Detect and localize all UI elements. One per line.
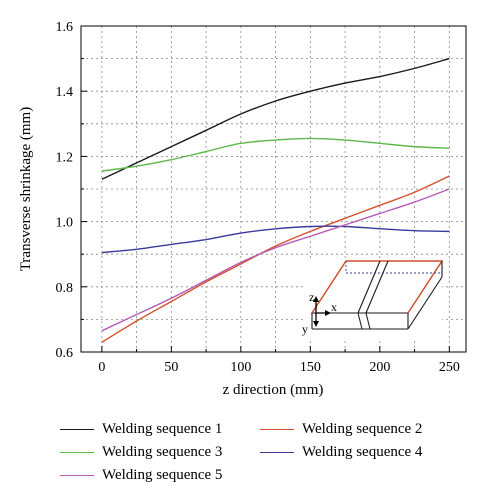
legend-swatch	[60, 451, 94, 453]
legend-swatch	[60, 474, 94, 476]
legend-swatch	[260, 451, 294, 453]
x-tick-label: 200	[369, 360, 390, 375]
inset-axis-label-z: z	[309, 290, 314, 304]
x-tick-label: 50	[164, 360, 178, 375]
legend-swatch	[260, 428, 294, 430]
y-tick-label: 1.0	[56, 216, 74, 231]
line-chart: 0 50 100 150 200 250 0.6 0.8 1.0 1.2 1.4 1.6 z x y…	[18, 20, 467, 398]
x-tick-labels: 0 50 100 150 200 250	[98, 360, 459, 375]
inset-axis-label-x: x	[331, 300, 337, 314]
series-line-2	[101, 175, 450, 343]
y-tick-labels: 0.6 0.8 1.0 1.2 1.4 1.6	[56, 20, 74, 361]
legend-item-1: Welding sequence 1	[60, 418, 222, 440]
legend-label: Welding sequence 4	[302, 443, 423, 460]
x-tick-label: 250	[439, 360, 460, 375]
y-tick-label: 1.6	[56, 20, 74, 35]
y-tick-label: 1.4	[56, 85, 74, 100]
y-tick-label: 0.6	[56, 346, 74, 361]
x-tick-label: 150	[300, 360, 321, 375]
legend-item-2: Welding sequence 2	[260, 418, 422, 440]
tick-marks	[81, 25, 450, 353]
y-axis-label: Transverse shrinkage (mm)	[18, 107, 34, 271]
series-line-1	[101, 57, 450, 180]
specimen-inset-diagram: z x y	[302, 260, 444, 339]
legend-label: Welding sequence 2	[302, 420, 423, 437]
legend-label: Welding sequence 5	[102, 466, 223, 483]
legend-item-5: Welding sequence 5	[60, 464, 222, 486]
series-line-3	[101, 137, 450, 172]
legend-swatch	[60, 428, 94, 430]
inset-axis-label-y: y	[302, 322, 308, 336]
legend-label: Welding sequence 3	[102, 443, 223, 460]
x-tick-label: 100	[230, 360, 251, 375]
x-tick-label: 0	[98, 360, 105, 375]
legend-item-4: Welding sequence 4	[260, 441, 422, 463]
legend-label: Welding sequence 1	[102, 420, 223, 437]
series-lines	[101, 57, 450, 343]
x-axis-label: z direction (mm)	[223, 382, 324, 398]
y-tick-label: 0.8	[56, 281, 74, 296]
legend-item-3: Welding sequence 3	[60, 441, 222, 463]
series-line-5	[101, 188, 450, 332]
series-line-4	[101, 225, 450, 254]
y-tick-label: 1.2	[56, 150, 74, 165]
